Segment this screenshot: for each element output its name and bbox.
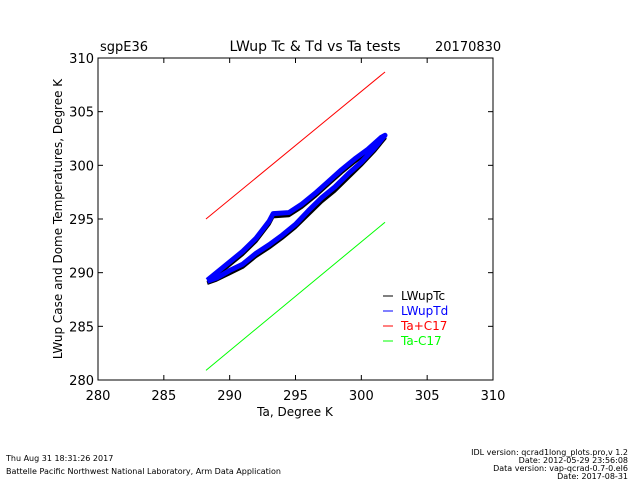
x-tick-label: 280 <box>86 389 111 404</box>
chart-title: LWup Tc & Td vs Ta tests <box>229 39 400 55</box>
y-tick-label: 280 <box>69 374 94 389</box>
y-tick-label: 295 <box>69 213 94 228</box>
y-tick-label: 300 <box>69 159 94 174</box>
x-axis-label: Ta, Degree K <box>256 405 334 419</box>
series-ta-c17 <box>205 71 386 220</box>
y-tick-label: 310 <box>69 52 94 67</box>
series-lwuptd <box>205 132 388 284</box>
y-tick-label: 305 <box>69 106 94 121</box>
y-tick-label: 290 <box>69 267 94 282</box>
y-axis-label: LWup Case and Dome Temperatures, Degree … <box>51 78 65 359</box>
x-tick-label: 295 <box>283 389 308 404</box>
footer-lab: Battelle Pacific Northwest National Labo… <box>6 467 281 476</box>
legend-label: Ta-C17 <box>400 334 442 348</box>
x-tick-label: 300 <box>349 389 374 404</box>
footer-idl-version: IDL version: qcrad1long_plots.pro,v 1.2 <box>471 448 628 457</box>
site-label: sgpE36 <box>100 40 148 55</box>
x-tick-label: 305 <box>415 389 440 404</box>
footer-timestamp: Thu Aug 31 18:31:26 2017 <box>6 454 114 463</box>
legend-label: LWupTc <box>401 289 445 303</box>
footer-idl-date: Date: 2012-05-29 23:56:08 <box>518 456 628 465</box>
date-label: 20170830 <box>435 40 501 55</box>
y-tick-label: 285 <box>69 320 94 335</box>
series-ta-c17 <box>205 221 386 371</box>
x-tick-label: 285 <box>151 389 176 404</box>
legend-label: LWupTd <box>401 304 448 318</box>
footer-data-date: Date: 2017-08-31 <box>557 472 628 481</box>
footer-data-version: Data version: vap-qcrad-0.7-0.el6 <box>493 464 628 473</box>
chart: sgpE36 LWup Tc & Td vs Ta tests 20170830… <box>51 39 506 419</box>
x-tick-label: 290 <box>217 389 242 404</box>
legend-label: Ta+C17 <box>400 319 447 333</box>
x-tick-label: 310 <box>481 389 506 404</box>
